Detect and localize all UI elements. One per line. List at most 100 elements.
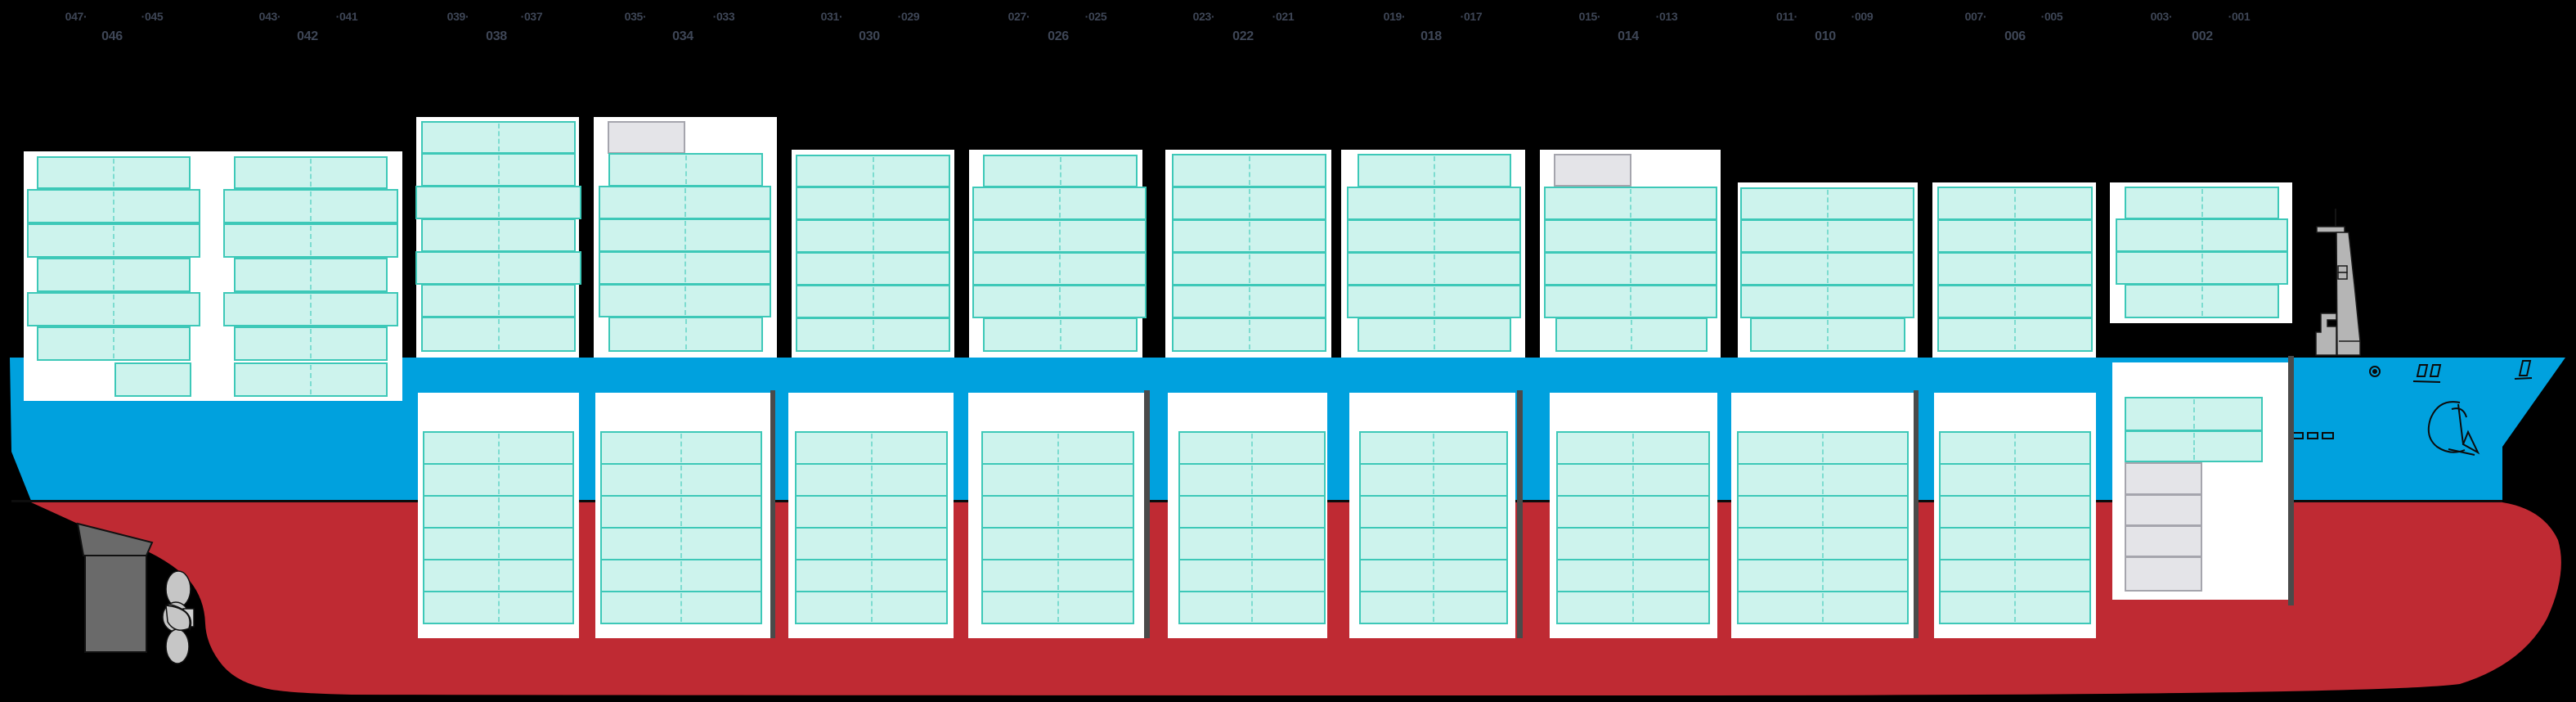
container-cell[interactable] (1740, 252, 1914, 286)
container-cell[interactable] (2125, 284, 2279, 318)
container-cell[interactable] (600, 495, 762, 529)
container-cell[interactable] (795, 463, 948, 497)
container-cell[interactable] (981, 463, 1134, 497)
container-cell[interactable] (27, 292, 200, 326)
container-cell[interactable] (796, 155, 950, 187)
container-cell[interactable] (795, 527, 948, 560)
container-cell[interactable] (1556, 495, 1710, 529)
container-cell[interactable] (1172, 187, 1326, 220)
container-cell[interactable] (796, 252, 950, 286)
container-cell[interactable] (600, 559, 762, 592)
container-cell[interactable] (600, 463, 762, 497)
container-cell[interactable] (1737, 431, 1909, 465)
container-cell[interactable] (1347, 285, 1521, 318)
container-cell[interactable] (1939, 591, 2091, 624)
container-cell[interactable] (1556, 591, 1710, 624)
container-cell[interactable] (608, 317, 763, 352)
container-cell[interactable] (37, 326, 191, 361)
container-cell[interactable] (1178, 527, 1326, 560)
container-cell[interactable] (423, 559, 574, 592)
container-cell[interactable] (1172, 317, 1326, 352)
container-cell[interactable] (2125, 494, 2202, 526)
container-cell[interactable] (27, 189, 200, 223)
container-cell[interactable] (1556, 463, 1710, 497)
container-cell[interactable] (1347, 219, 1521, 253)
container-cell[interactable] (1939, 527, 2091, 560)
container-cell[interactable] (1544, 219, 1717, 253)
container-cell[interactable] (1737, 527, 1909, 560)
container-cell[interactable] (1172, 219, 1326, 253)
container-cell[interactable] (1939, 431, 2091, 465)
container-cell[interactable] (1359, 431, 1508, 465)
container-cell[interactable] (223, 223, 398, 258)
container-cell[interactable] (599, 186, 771, 219)
container-cell[interactable] (1939, 463, 2091, 497)
container-cell[interactable] (1544, 187, 1717, 220)
container-cell[interactable] (1737, 591, 1909, 624)
container-cell[interactable] (234, 258, 388, 292)
container-cell[interactable] (795, 591, 948, 624)
container-cell[interactable] (600, 527, 762, 560)
container-cell[interactable] (1737, 559, 1909, 592)
container-cell[interactable] (1937, 187, 2093, 220)
container-cell[interactable] (1937, 285, 2093, 318)
container-cell[interactable] (1937, 317, 2093, 352)
container-cell[interactable] (981, 591, 1134, 624)
container-cell[interactable] (599, 218, 771, 252)
container-cell[interactable] (1750, 317, 1905, 352)
container-cell[interactable] (599, 284, 771, 317)
container-cell[interactable] (599, 251, 771, 285)
container-cell[interactable] (1544, 252, 1717, 286)
container-cell[interactable] (1172, 154, 1326, 187)
container-cell[interactable] (415, 251, 581, 285)
container-cell[interactable] (1359, 591, 1508, 624)
container-cell[interactable] (223, 292, 398, 326)
container-cell[interactable] (972, 219, 1147, 253)
container-cell[interactable] (1740, 285, 1914, 318)
container-cell[interactable] (423, 431, 574, 465)
container-cell[interactable] (795, 495, 948, 529)
container-cell[interactable] (2125, 462, 2202, 495)
container-cell[interactable] (1358, 154, 1511, 187)
container-cell[interactable] (981, 431, 1134, 465)
container-cell[interactable] (1172, 285, 1326, 318)
container-cell[interactable] (981, 527, 1134, 560)
container-cell[interactable] (1554, 154, 1631, 187)
container-cell[interactable] (37, 156, 191, 189)
container-cell[interactable] (1740, 219, 1914, 253)
container-cell[interactable] (1359, 495, 1508, 529)
container-cell[interactable] (600, 431, 762, 465)
container-cell[interactable] (1359, 559, 1508, 592)
container-cell[interactable] (1178, 591, 1326, 624)
container-cell[interactable] (972, 285, 1147, 318)
container-cell[interactable] (27, 223, 200, 258)
container-cell[interactable] (2116, 251, 2288, 285)
container-cell[interactable] (234, 156, 388, 189)
container-cell[interactable] (1555, 317, 1708, 352)
container-cell[interactable] (37, 258, 191, 292)
container-cell[interactable] (1172, 252, 1326, 286)
container-cell[interactable] (1937, 252, 2093, 286)
container-cell[interactable] (421, 284, 576, 317)
container-cell[interactable] (1737, 463, 1909, 497)
container-cell[interactable] (608, 153, 763, 187)
container-cell[interactable] (423, 495, 574, 529)
container-cell[interactable] (1737, 495, 1909, 529)
container-cell[interactable] (423, 463, 574, 497)
container-cell[interactable] (234, 362, 388, 397)
container-cell[interactable] (608, 121, 685, 154)
container-cell[interactable] (1937, 219, 2093, 253)
container-cell[interactable] (421, 218, 576, 252)
container-cell[interactable] (421, 317, 576, 352)
container-cell[interactable] (983, 155, 1138, 187)
container-cell[interactable] (1556, 527, 1710, 560)
container-cell[interactable] (2125, 397, 2263, 431)
container-cell[interactable] (795, 559, 948, 592)
container-cell[interactable] (796, 285, 950, 318)
container-cell[interactable] (796, 219, 950, 253)
container-cell[interactable] (234, 326, 388, 361)
container-cell[interactable] (981, 495, 1134, 529)
container-cell[interactable] (415, 186, 581, 219)
container-cell[interactable] (1556, 559, 1710, 592)
container-cell[interactable] (2116, 218, 2288, 252)
